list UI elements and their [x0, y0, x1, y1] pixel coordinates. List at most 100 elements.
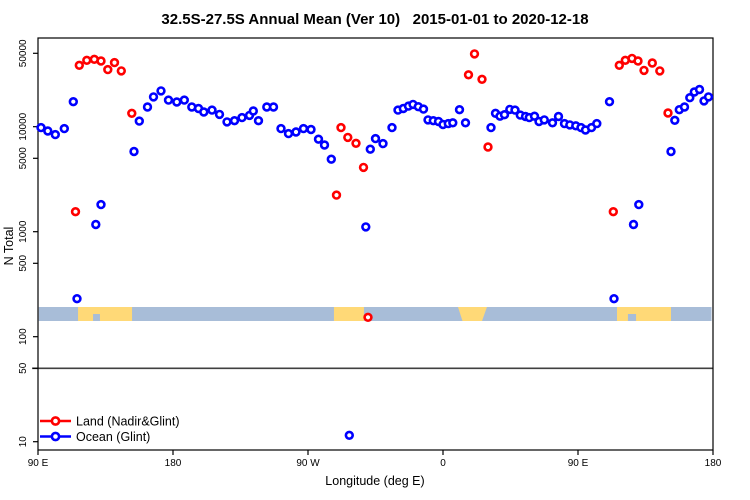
data-point-land	[608, 207, 618, 217]
data-point-ocean	[370, 133, 381, 144]
data-point-land	[96, 56, 106, 66]
band-land-segment	[333, 307, 364, 321]
data-point-ocean	[129, 146, 139, 157]
data-point-ocean	[268, 102, 279, 112]
data-point-ocean	[253, 115, 264, 126]
data-point-ocean	[313, 134, 324, 144]
data-point-land	[103, 64, 113, 75]
data-point-ocean	[344, 430, 354, 440]
data-point-ocean	[628, 219, 639, 230]
data-point-ocean	[172, 97, 182, 107]
data-point-ocean	[609, 294, 619, 304]
data-point-land	[351, 138, 361, 149]
data-point-ocean	[222, 117, 232, 127]
data-point-land	[336, 122, 346, 133]
data-point-land	[633, 56, 643, 66]
band-notch	[627, 314, 637, 321]
data-point-land	[127, 108, 137, 119]
data-point-land	[639, 65, 649, 76]
x-tick-label: 90 E	[568, 458, 589, 469]
data-point-ocean	[460, 118, 471, 128]
data-point-ocean	[539, 115, 549, 125]
y-tick-label: 50000	[18, 39, 29, 67]
band-notch	[93, 314, 100, 321]
data-point-land	[109, 57, 120, 68]
data-point-ocean	[604, 96, 615, 107]
data-point-ocean	[361, 222, 371, 232]
data-point-ocean	[454, 104, 465, 115]
data-point-ocean	[679, 102, 690, 112]
data-point-ocean	[553, 111, 564, 122]
band-land-segment	[78, 307, 133, 321]
data-point-ocean	[283, 128, 294, 139]
legend-label-ocean: Ocean (Glint)	[76, 430, 150, 444]
data-point-land	[343, 132, 353, 143]
data-point-ocean	[214, 109, 225, 120]
data-point-ocean	[207, 105, 217, 115]
chart-title: 32.5S-27.5S Annual Mean (Ver 10) 2015-01…	[161, 11, 589, 28]
data-point-ocean	[448, 118, 458, 128]
y-tick-label: 50	[18, 362, 29, 374]
data-point-land	[477, 74, 487, 85]
y-tick-label: 1000	[18, 220, 29, 243]
data-point-ocean	[96, 199, 106, 210]
x-tick-label: 0	[440, 458, 446, 469]
data-point-land	[663, 108, 673, 118]
data-point-ocean	[592, 118, 602, 129]
data-point-land	[331, 190, 342, 200]
x-tick-label: 180	[165, 458, 182, 469]
data-point-ocean	[499, 109, 510, 120]
data-point-ocean	[72, 294, 82, 304]
data-point-ocean	[418, 104, 429, 114]
data-point-ocean	[378, 138, 388, 149]
band-land-segment	[617, 307, 671, 321]
data-point-land	[469, 49, 480, 59]
data-point-ocean	[634, 199, 644, 210]
legend-label-land: Land (Nadir&Glint)	[76, 414, 180, 428]
data-point-ocean	[91, 219, 101, 230]
data-point-ocean	[229, 115, 240, 126]
y-axis-title: N Total	[2, 226, 16, 266]
data-point-ocean	[666, 146, 676, 157]
data-point-ocean	[387, 122, 397, 133]
data-point-land	[655, 66, 665, 76]
data-point-land	[463, 70, 474, 80]
y-tick-label: 100	[18, 328, 29, 345]
data-point-land	[74, 60, 85, 71]
y-tick-label: 5000	[18, 147, 29, 170]
y-tick-label: 10000	[18, 112, 29, 140]
band-land-segment	[458, 307, 487, 321]
data-point-ocean	[694, 84, 705, 95]
data-point-ocean	[237, 112, 247, 123]
data-point-land	[358, 162, 369, 173]
data-point-ocean	[298, 123, 309, 134]
legend-marker-ocean	[50, 431, 61, 442]
data-point-ocean	[36, 122, 46, 133]
data-point-ocean	[685, 92, 695, 103]
data-point-ocean	[291, 127, 301, 137]
x-tick-label: 180	[705, 458, 722, 469]
data-point-land	[614, 60, 624, 71]
band-ocean	[38, 307, 712, 321]
plot-box	[37, 37, 714, 451]
data-point-ocean	[703, 92, 714, 102]
y-tick-label: 10	[18, 436, 29, 448]
data-point-ocean	[199, 107, 209, 117]
data-point-ocean	[319, 140, 330, 150]
data-point-ocean	[248, 106, 259, 116]
data-point-ocean	[43, 126, 53, 136]
data-point-ocean	[163, 95, 174, 105]
data-point-land	[82, 55, 92, 65]
data-point-ocean	[68, 96, 79, 107]
data-point-land	[647, 58, 657, 68]
x-tick-label: 90 W	[296, 458, 320, 469]
data-point-ocean	[670, 115, 680, 126]
legend-marker-land	[50, 416, 61, 426]
data-point-ocean	[148, 92, 159, 102]
data-point-land	[363, 312, 373, 322]
data-point-land	[483, 142, 493, 152]
data-point-ocean	[59, 123, 70, 134]
data-point-ocean	[276, 123, 286, 134]
